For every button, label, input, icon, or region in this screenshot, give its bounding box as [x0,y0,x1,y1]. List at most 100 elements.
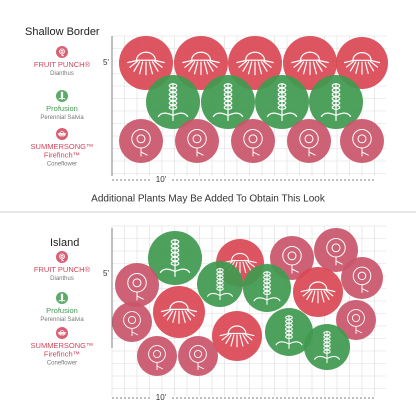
cone-head [169,301,189,310]
petal [238,60,248,69]
plant [340,119,384,163]
plant-icon [148,345,166,370]
petal [257,61,263,75]
petal [345,60,355,68]
petal [246,260,255,268]
petal [302,61,308,75]
legend-text: Profusion [46,104,78,113]
petal [153,60,163,69]
plant-icon [160,301,198,324]
leaf [335,256,343,266]
bloom-center [60,254,64,258]
plant-icon [127,51,165,76]
leaf [156,362,164,370]
petal [184,60,194,69]
plant [314,228,358,272]
plant [178,336,218,376]
petal [264,59,274,64]
dimension-bg [152,392,170,404]
plant [287,119,331,163]
leaf [136,291,144,301]
petal [369,60,379,68]
plant-icon [206,267,234,301]
plant-icon [57,131,67,137]
bloom-center [152,349,162,359]
petal [244,333,253,341]
plant-icon [159,239,191,277]
legend-text: Perennial Salvia [40,317,84,323]
petal [148,61,154,75]
bloom-center [287,251,297,261]
petal [320,290,325,303]
petal [151,61,159,72]
leaves [266,112,298,118]
petal [242,261,247,274]
bloom-center [132,278,142,288]
petal [63,133,66,137]
legend-text: Firefinch™ [44,349,80,358]
petal [355,61,360,74]
petal [186,309,196,317]
plant-icon [187,129,207,157]
petal [187,309,198,313]
petal [181,310,186,323]
petal [319,59,329,64]
legend-text: Coneflower [47,361,77,367]
plant-icon [320,83,352,121]
floret [331,104,341,110]
petal [203,61,209,75]
petal [172,310,177,323]
petal [312,61,318,75]
petal [221,333,230,341]
petal [260,61,268,72]
leaf [361,147,369,157]
petal [60,133,62,137]
leaves [159,268,191,274]
cone-head [227,325,247,335]
section-title: Shallow Border [25,26,100,38]
leaf [131,328,139,336]
petal [162,309,172,317]
floret [168,104,178,110]
petal [166,310,174,321]
petal [129,60,139,69]
legend-icon [56,251,68,263]
leaves [212,112,244,118]
petal [367,61,375,72]
petal [311,290,316,303]
cone-head [190,51,212,61]
petal [188,61,196,72]
plant-icon [300,281,336,304]
legend-icon [56,46,68,58]
petal [244,261,252,271]
legend-text: SUMMERSONG™ [31,142,94,151]
plant-icon [182,51,220,76]
floret [223,104,233,110]
plant [119,119,163,163]
plant-icon [58,91,66,101]
floret [285,334,293,340]
plant-icon [57,330,67,336]
leaf [291,264,299,274]
plant-icon [266,83,298,121]
plant-icon [243,129,263,157]
legend-text: Coneflower [47,162,77,168]
plant-icon [157,83,189,121]
legend-text: SUMMERSONG™ [31,341,94,350]
plant-icon [275,315,303,349]
plant [231,119,275,163]
petal [242,61,250,72]
floret [60,298,64,301]
legend-text: Dianthus [50,71,74,77]
leaves [58,300,66,302]
plant-icon [347,309,365,334]
plant-icon [219,325,255,348]
plant-icon [212,83,244,121]
plant-icon [313,330,341,364]
petal [225,334,232,345]
petal [127,59,137,64]
dimension-label: 5' [103,58,109,67]
petal [247,61,253,75]
petal [58,133,61,136]
cone-head [135,51,157,61]
